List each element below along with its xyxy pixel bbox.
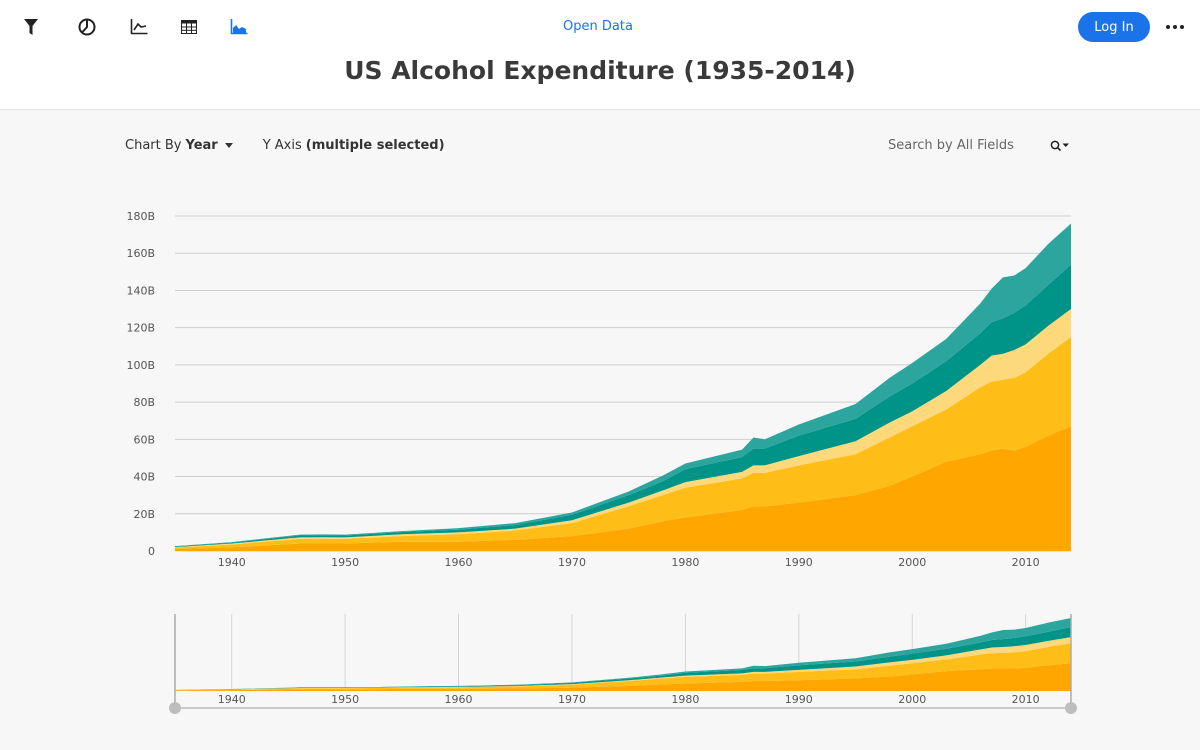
x-tick-label: 2010	[1012, 556, 1040, 569]
search-icon	[1050, 140, 1069, 151]
search-button[interactable]	[1050, 140, 1072, 152]
open-data-link[interactable]: Open Data	[563, 19, 633, 34]
y-tick-label: 160B	[126, 247, 155, 260]
y-tick-label: 100B	[126, 359, 155, 372]
y-tick-label: 0	[148, 545, 155, 558]
navigator-area-series-4[interactable]	[175, 627, 1071, 691]
y-tick-label: 20B	[133, 508, 155, 521]
y-tick-label: 140B	[126, 284, 155, 297]
x-tick-label: 1940	[218, 556, 246, 569]
more-dots-icon[interactable]	[1162, 14, 1188, 40]
chart-by-value: Year	[185, 138, 218, 153]
y-axis-value: (multiple selected)	[305, 138, 445, 153]
x-tick-label: 2000	[898, 556, 926, 569]
search-input[interactable]	[888, 138, 1028, 153]
main-area-series-4[interactable]	[175, 264, 1071, 548]
table-icon[interactable]	[176, 14, 202, 40]
x-tick-label: 1980	[671, 556, 699, 569]
navigator-x-tick-label: 1970	[558, 693, 586, 706]
y-tick-label: 80B	[133, 396, 155, 409]
pie-chart-icon[interactable]	[74, 14, 100, 40]
y-tick-label: 40B	[133, 471, 155, 484]
area-chart-icon[interactable]	[226, 14, 252, 40]
main-area-series-3[interactable]	[175, 309, 1071, 548]
x-tick-label: 1960	[445, 556, 473, 569]
navigator-x-tick-label: 1950	[331, 693, 359, 706]
navigator-x-tick-label: 1980	[671, 693, 699, 706]
navigator-x-tick-label: 2010	[1012, 693, 1040, 706]
navigator-x-tick-label: 1940	[218, 693, 246, 706]
x-tick-label: 1950	[331, 556, 359, 569]
x-tick-label: 1970	[558, 556, 586, 569]
navigator-left-handle[interactable]	[169, 702, 181, 714]
navigator-area-series-1[interactable]	[175, 663, 1071, 691]
y-tick-label: 60B	[133, 433, 155, 446]
x-tick-label: 1990	[785, 556, 813, 569]
y-tick-label: 180B	[126, 210, 155, 223]
main-area-series-1[interactable]	[175, 426, 1071, 551]
navigator-area-series-3[interactable]	[175, 637, 1071, 691]
navigator-x-tick-label: 1960	[445, 693, 473, 706]
navigator-right-handle[interactable]	[1065, 702, 1077, 714]
chart-by-label: Chart By	[125, 138, 182, 153]
navigator-x-tick-label: 2000	[898, 693, 926, 706]
top-toolbar: Open Data Log In US Alcohol Expenditure …	[0, 0, 1200, 110]
caret-down-icon	[224, 143, 233, 148]
line-chart-icon[interactable]	[126, 14, 152, 40]
navigator-chart[interactable]: 1940 1950 1960 1970 1980 1990 2000 2010	[0, 608, 1200, 718]
filter-icon[interactable]	[18, 14, 44, 40]
y-axis-dropdown[interactable]: Y Axis (multiple selected)	[263, 138, 445, 153]
chart-controls: Chart By Year Y Axis (multiple selected)	[125, 138, 445, 153]
navigator-x-tick-label: 1990	[785, 693, 813, 706]
search-box	[888, 138, 1072, 153]
page-title: US Alcohol Expenditure (1935-2014)	[344, 56, 856, 85]
login-button[interactable]: Log In	[1078, 12, 1150, 42]
navigator-area-series-5[interactable]	[175, 618, 1071, 691]
y-tick-label: 120B	[126, 322, 155, 335]
main-area-series-2[interactable]	[175, 336, 1071, 550]
main-area-series-5[interactable]	[175, 223, 1071, 547]
chart-by-dropdown[interactable]: Chart By Year	[125, 138, 233, 153]
navigator-area-series-2[interactable]	[175, 643, 1071, 691]
y-axis-label: Y Axis	[262, 138, 302, 153]
main-chart: 0 20B 40B 60B 80B 100B 120B 140B 160B 180B 1940 19…	[126, 210, 1071, 569]
